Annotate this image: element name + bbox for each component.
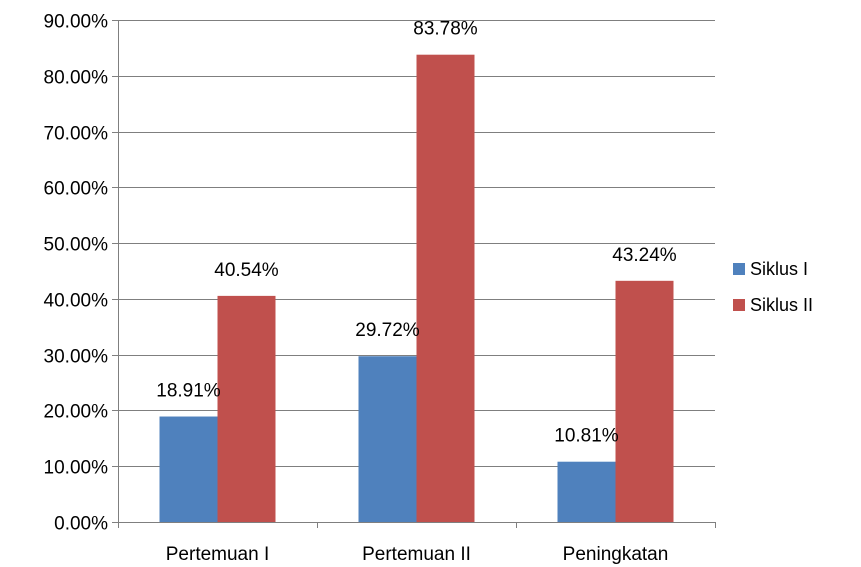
y-tick-label: 20.00%: [44, 402, 109, 423]
bar-siklus-ii: [615, 280, 674, 522]
axes: [112, 20, 716, 528]
data-label: 43.24%: [612, 245, 677, 266]
y-tick-label: 60.00%: [44, 179, 109, 200]
bar-siklus-ii: [416, 54, 475, 522]
y-tick-label: 30.00%: [44, 347, 109, 368]
bar-siklus-ii: [217, 295, 276, 522]
bars: [159, 54, 674, 522]
y-tick-label: 10.00%: [44, 458, 109, 479]
y-axis-tick-labels: 0.00% 10.00% 20.00% 30.00% 40.00% 50.00% 60.00…: [44, 12, 109, 535]
bar-siklus-i: [557, 461, 616, 522]
y-tick-label: 40.00%: [44, 291, 109, 312]
x-axis-tick-labels: Pertemuan I Pertemuan II Peningkatan: [166, 544, 669, 565]
x-tick-label: Pertemuan I: [166, 544, 270, 565]
y-tick-label: 90.00%: [44, 12, 109, 33]
legend: Siklus I Siklus II: [733, 259, 813, 315]
y-tick-label: 0.00%: [54, 514, 108, 535]
bar-siklus-i: [358, 356, 417, 522]
data-labels: 18.91% 40.54% 29.72% 83.78% 10.81% 43.24%: [156, 19, 677, 447]
legend-label: Siklus II: [750, 295, 813, 315]
y-tick-label: 50.00%: [44, 235, 109, 256]
legend-swatch: [733, 299, 745, 311]
data-label: 83.78%: [413, 19, 478, 40]
legend-label: Siklus I: [750, 259, 808, 279]
data-label: 10.81%: [554, 426, 619, 447]
y-tick-label: 80.00%: [44, 68, 109, 89]
data-label: 18.91%: [156, 381, 221, 402]
x-tick-label: Pertemuan II: [362, 544, 471, 565]
data-label: 40.54%: [214, 260, 279, 281]
data-label: 29.72%: [355, 320, 420, 341]
x-tick-label: Peningkatan: [563, 544, 669, 565]
legend-swatch: [733, 263, 745, 275]
bar-siklus-i: [159, 416, 218, 522]
y-tick-label: 70.00%: [44, 124, 109, 145]
